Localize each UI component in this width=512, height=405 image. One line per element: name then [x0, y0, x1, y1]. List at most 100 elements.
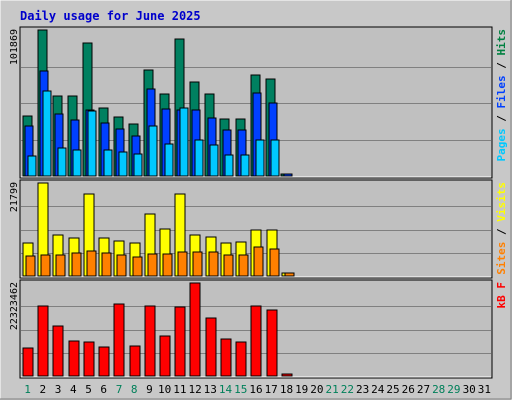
x-tick-label-30: 30	[463, 383, 476, 396]
y-series-label-part-visits-0: Sites	[495, 242, 508, 275]
bar-visits-sites-3	[55, 254, 66, 277]
bar-hits-pages-16	[255, 139, 265, 177]
panel-hits: 101869 Pages / Files / Hits	[9, 26, 508, 179]
y-series-label-part-kbytes-0: kB F	[495, 282, 508, 309]
y-series-label-part-visits-1: /	[495, 222, 508, 242]
x-tick-label-25: 25	[386, 383, 399, 396]
x-tick-label-11: 11	[173, 383, 186, 396]
bar-visits-sites-13	[208, 251, 219, 277]
bar-hits-pages-7	[118, 151, 128, 177]
bar-visits-sites-17	[269, 248, 280, 277]
bar-visits-sites-2	[40, 254, 51, 277]
bar-kbytes-kb-f-10	[159, 335, 171, 377]
y-series-label-visits: Sites / Visits	[495, 182, 508, 275]
x-tick-label-22: 22	[341, 383, 354, 396]
y-series-label-part-hits-1: /	[495, 109, 508, 129]
x-tick-label-7: 7	[116, 383, 123, 396]
x-tick-label-12: 12	[188, 383, 201, 396]
bar-hits-pages-3	[57, 147, 67, 177]
x-tick-label-3: 3	[55, 383, 62, 396]
bar-hits-pages-6	[103, 149, 113, 177]
bar-visits-sites-1	[25, 255, 36, 277]
y-max-label-visits: 21799	[9, 182, 20, 212]
bar-kbytes-kb-f-12	[189, 282, 201, 377]
y-series-label-part-hits-4: Hits	[495, 29, 508, 56]
bar-kbytes-kb-f-3	[52, 325, 64, 377]
bar-visits-sites-10	[162, 253, 173, 277]
bar-hits-pages-8	[133, 153, 143, 177]
bar-kbytes-kb-f-13	[205, 317, 217, 377]
x-tick-label-29: 29	[447, 383, 460, 396]
bar-hits-pages-15	[240, 154, 250, 177]
bar-kbytes-kb-f-4	[68, 340, 80, 377]
bar-hits-pages-11	[179, 107, 189, 177]
x-tick-label-14: 14	[219, 383, 233, 396]
bar-visits-sites-18	[284, 272, 295, 277]
bar-visits-sites-4	[71, 252, 82, 277]
bar-hits-pages-5	[87, 110, 97, 177]
bar-kbytes-kb-f-16	[250, 305, 262, 377]
y-series-label-part-hits-2: Files	[495, 75, 508, 108]
bar-visits-sites-16	[253, 246, 264, 277]
x-tick-label-27: 27	[417, 383, 430, 396]
bar-hits-pages-17	[270, 139, 280, 177]
x-tick-label-6: 6	[100, 383, 107, 396]
bar-kbytes-kb-f-2	[37, 305, 49, 377]
bar-kbytes-kb-f-15	[235, 341, 247, 377]
bar-hits-pages-4	[72, 149, 82, 177]
x-axis: 1 2 3 4 5 6 7 8 9 10 11 12 13 14 15 16 17 18 19 20 21 22 23 24 2…	[24, 383, 491, 396]
bar-visits-sites-15	[238, 254, 249, 277]
bar-kbytes-kb-f-14	[220, 338, 232, 377]
bar-kbytes-kb-f-5	[83, 341, 95, 377]
bar-hits-pages-9	[148, 125, 158, 177]
bar-kbytes-kb-f-7	[113, 303, 125, 377]
bar-visits-sites-12	[192, 251, 203, 277]
x-tick-label-23: 23	[356, 383, 369, 396]
panel-kbytes: 22323462 kB F	[9, 279, 508, 379]
panels-layer: 101869 Pages / Files / Hits 21799 Sites / V…	[9, 26, 508, 379]
x-tick-label-5: 5	[85, 383, 92, 396]
bar-visits-sites-11	[177, 251, 188, 277]
x-tick-label-4: 4	[70, 383, 77, 396]
bar-kbytes-kb-f-18	[281, 373, 293, 377]
bar-visits-sites-5	[86, 250, 97, 277]
bar-kbytes-kb-f-6	[98, 346, 110, 377]
y-series-label-part-visits-2: Visits	[495, 182, 508, 222]
x-tick-label-13: 13	[204, 383, 217, 396]
x-tick-label-9: 9	[146, 383, 153, 396]
bar-visits-sites-14	[223, 254, 234, 277]
x-tick-label-2: 2	[39, 383, 46, 396]
x-tick-label-24: 24	[371, 383, 385, 396]
bar-kbytes-kb-f-11	[174, 306, 186, 377]
panel-visits: 21799 Sites / Visits	[9, 179, 508, 279]
bar-hits-pages-13	[209, 144, 219, 177]
bar-kbytes-kb-f-8	[129, 345, 141, 377]
y-series-label-part-hits-0: Pages	[495, 128, 508, 161]
y-series-label-part-hits-3: /	[495, 56, 508, 76]
x-tick-label-1: 1	[24, 383, 31, 396]
bar-hits-pages-2	[42, 90, 52, 177]
bar-visits-sites-7	[116, 254, 127, 277]
y-max-label-kbytes: 22323462	[9, 282, 20, 330]
bar-kbytes-kb-f-17	[266, 309, 278, 377]
x-tick-label-31: 31	[478, 383, 491, 396]
bar-hits-pages-12	[194, 139, 204, 177]
x-tick-label-15: 15	[234, 383, 247, 396]
chart-title: Daily usage for June 2025	[20, 9, 201, 23]
y-series-label-kbytes: kB F	[495, 282, 508, 309]
bar-visits-sites-8	[132, 256, 143, 277]
x-tick-label-19: 19	[295, 383, 308, 396]
x-tick-label-20: 20	[310, 383, 323, 396]
bar-hits-pages-14	[224, 154, 234, 177]
bar-visits-sites-6	[101, 252, 112, 277]
bar-hits-files-18	[283, 173, 293, 177]
x-tick-label-17: 17	[265, 383, 278, 396]
x-tick-label-18: 18	[280, 383, 293, 396]
x-tick-label-28: 28	[432, 383, 445, 396]
bar-hits-pages-10	[164, 143, 174, 177]
bar-visits-sites-9	[147, 253, 158, 277]
x-tick-label-10: 10	[158, 383, 171, 396]
y-series-label-hits: Pages / Files / Hits	[495, 29, 508, 162]
